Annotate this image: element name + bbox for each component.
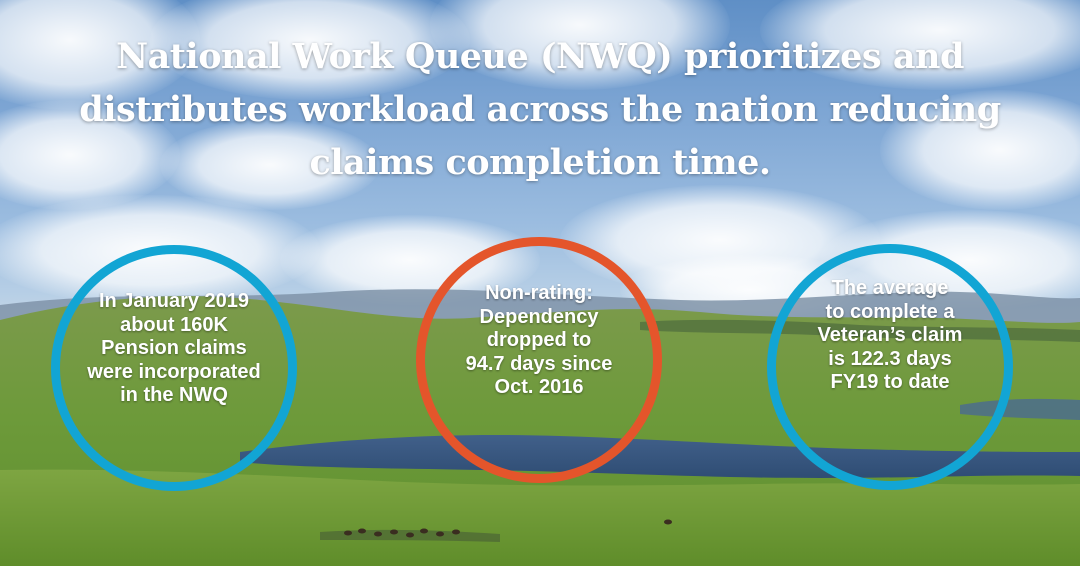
cloud (150, 0, 470, 100)
stat-circle-dependency: Non-rating: Dependency dropped to 94.7 d… (416, 237, 662, 483)
stat-text-dependency: Non-rating: Dependency dropped to 94.7 d… (465, 282, 613, 398)
headline: National Work Queue (NWQ) prioritizes an… (79, 36, 1001, 183)
stat-text-pension: In January 2019 about 160K Pension claim… (87, 290, 261, 406)
cloud (160, 120, 380, 210)
cloud (0, 100, 180, 210)
stat-circle-average: The average to complete a Veteran’s clai… (767, 244, 1013, 490)
cloud (880, 90, 1080, 210)
stat-circle-pension: In January 2019 about 160K Pension claim… (51, 245, 297, 491)
bison-herd (344, 519, 672, 538)
stat-text-average: The average to complete a Veteran’s clai… (817, 277, 963, 393)
